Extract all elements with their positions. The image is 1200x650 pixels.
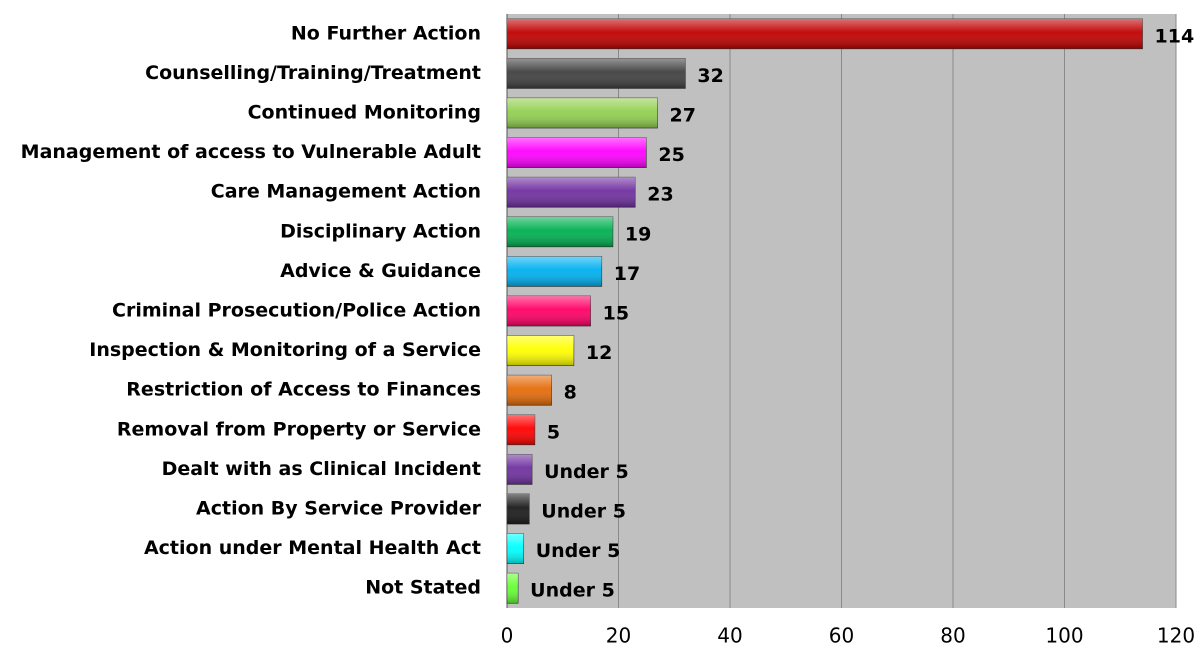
- y-tick-label: Continued Monitoring: [248, 102, 481, 124]
- x-tick-label: 60: [829, 624, 854, 648]
- y-tick-label: Action By Service Provider: [196, 498, 482, 520]
- y-tick-label: Management of access to Vulnerable Adult: [21, 141, 481, 163]
- bar-shine: [507, 375, 552, 406]
- y-tick-label: Advice & Guidance: [280, 260, 481, 282]
- bar-shine: [507, 295, 591, 327]
- data-label: 23: [647, 184, 673, 206]
- data-label: Under 5: [536, 540, 621, 562]
- x-tick-label: 40: [717, 624, 742, 648]
- bar-shine: [507, 414, 535, 445]
- y-tick-label: Counselling/Training/Treatment: [145, 62, 481, 84]
- x-tick-label: 20: [606, 624, 631, 648]
- bar-shine: [507, 454, 533, 485]
- y-tick-label: Criminal Prosecution/Police Action: [112, 300, 481, 322]
- data-label: 15: [603, 303, 629, 325]
- data-label: 27: [670, 105, 696, 127]
- y-tick-label: Dealt with as Clinical Incident: [162, 458, 481, 480]
- bar-shine: [507, 18, 1143, 49]
- y-tick-label: Action under Mental Health Act: [144, 537, 481, 559]
- y-tick-label: Removal from Property or Service: [117, 418, 481, 440]
- data-label: 19: [625, 223, 651, 245]
- data-label: 32: [697, 65, 723, 87]
- data-label: Under 5: [544, 461, 629, 483]
- y-tick-label: Care Management Action: [211, 181, 481, 203]
- bar-shine: [507, 58, 686, 89]
- bar-shine: [507, 256, 602, 287]
- x-tick-label: 0: [501, 624, 514, 648]
- data-label: Under 5: [541, 501, 626, 523]
- y-tick-label: Not Stated: [365, 577, 481, 599]
- y-tick-label: Disciplinary Action: [280, 220, 481, 242]
- data-label: Under 5: [530, 580, 615, 602]
- bar-shine: [507, 493, 530, 525]
- x-tick-label: 120: [1157, 624, 1195, 648]
- bar-shine: [507, 533, 524, 564]
- bar-shine: [507, 177, 636, 208]
- y-tick-label: No Further Action: [291, 22, 481, 44]
- bar-shine: [507, 335, 574, 366]
- data-label: 8: [564, 382, 577, 404]
- y-tick-label: Inspection & Monitoring of a Service: [89, 339, 481, 361]
- x-tick-label: 100: [1045, 624, 1083, 648]
- data-label: 5: [547, 421, 560, 443]
- data-label: 25: [658, 144, 684, 166]
- bar-shine: [507, 97, 658, 129]
- y-tick-label: Restriction of Access to Finances: [126, 379, 481, 401]
- x-tick-label: 80: [940, 624, 965, 648]
- data-label: 17: [614, 263, 640, 285]
- bar-shine: [507, 573, 519, 604]
- bar-shine: [507, 216, 613, 247]
- data-label: 114: [1155, 25, 1195, 47]
- data-label: 12: [586, 342, 612, 364]
- bar-shine: [507, 137, 647, 168]
